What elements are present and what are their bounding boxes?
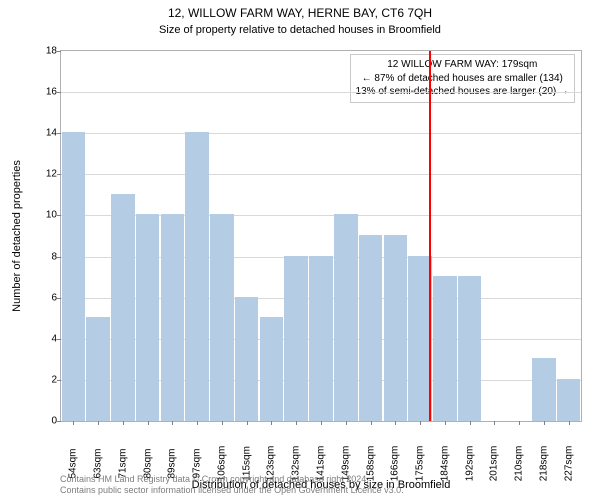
y-tick-label: 0 [33,416,57,427]
bar [111,194,135,421]
footer-attribution: Contains HM Land Registry data © Crown c… [60,474,404,497]
x-tick-mark [222,421,223,425]
bar [532,358,556,421]
x-tick-mark [148,421,149,425]
x-tick-mark [395,421,396,425]
annotation-line: 12 WILLOW FARM WAY: 179sqm [356,58,569,72]
x-tick-mark [271,421,272,425]
bar [309,256,333,421]
x-tick-mark [123,421,124,425]
y-tick-label: 10 [33,210,57,221]
y-tick-mark [57,51,61,52]
bar [161,214,185,421]
bar [260,317,284,421]
x-tick-label: 218sqm [538,446,549,482]
bar [334,214,358,421]
x-tick-mark [420,421,421,425]
grid-line [61,92,581,93]
bar [284,256,308,421]
x-tick-label: 184sqm [439,446,450,482]
annotation-line: ← 87% of detached houses are smaller (13… [356,72,569,86]
y-tick-label: 6 [33,292,57,303]
x-tick-label: 192sqm [464,446,475,482]
grid-line [61,133,581,134]
grid-line [61,174,581,175]
x-tick-mark [445,421,446,425]
chart-subtitle: Size of property relative to detached ho… [0,24,600,36]
marker-line [429,51,431,421]
y-tick-label: 2 [33,374,57,385]
plot-area: Number of detached properties Distributi… [60,50,582,422]
x-tick-mark [197,421,198,425]
bar [86,317,110,421]
y-tick-mark [57,174,61,175]
bar [384,235,408,421]
y-tick-label: 4 [33,333,57,344]
y-tick-label: 8 [33,251,57,262]
x-tick-mark [470,421,471,425]
x-tick-mark [172,421,173,425]
y-tick-mark [57,92,61,93]
y-tick-mark [57,257,61,258]
footer-line: Contains HM Land Registry data © Crown c… [60,474,404,485]
x-tick-label: 227sqm [563,446,574,482]
bar [235,297,259,421]
y-tick-label: 12 [33,169,57,180]
y-tick-label: 14 [33,128,57,139]
bar [458,276,482,421]
footer-line: Contains public sector information licen… [60,485,404,496]
x-tick-mark [569,421,570,425]
y-tick-mark [57,339,61,340]
x-tick-mark [346,421,347,425]
x-tick-mark [247,421,248,425]
y-tick-label: 16 [33,87,57,98]
x-tick-mark [544,421,545,425]
y-tick-label: 18 [33,46,57,57]
y-tick-mark [57,133,61,134]
bar [62,132,86,421]
bar [210,214,234,421]
y-tick-mark [57,380,61,381]
x-tick-mark [98,421,99,425]
chart-title: 12, WILLOW FARM WAY, HERNE BAY, CT6 7QH [0,6,600,20]
annotation-box: 12 WILLOW FARM WAY: 179sqm← 87% of detac… [350,54,575,103]
bar [136,214,160,421]
y-tick-mark [57,421,61,422]
bar [185,132,209,421]
y-axis-label: Number of detached properties [11,160,23,312]
bar [433,276,457,421]
x-tick-label: 175sqm [415,446,426,482]
x-tick-mark [73,421,74,425]
bar [359,235,383,421]
x-tick-mark [519,421,520,425]
chart-container: 12, WILLOW FARM WAY, HERNE BAY, CT6 7QH … [0,0,600,500]
x-tick-mark [494,421,495,425]
y-tick-mark [57,298,61,299]
x-tick-label: 210sqm [514,446,525,482]
x-tick-mark [321,421,322,425]
x-tick-mark [371,421,372,425]
x-tick-mark [296,421,297,425]
y-tick-mark [57,215,61,216]
bar [557,379,581,421]
x-tick-label: 201sqm [489,446,500,482]
